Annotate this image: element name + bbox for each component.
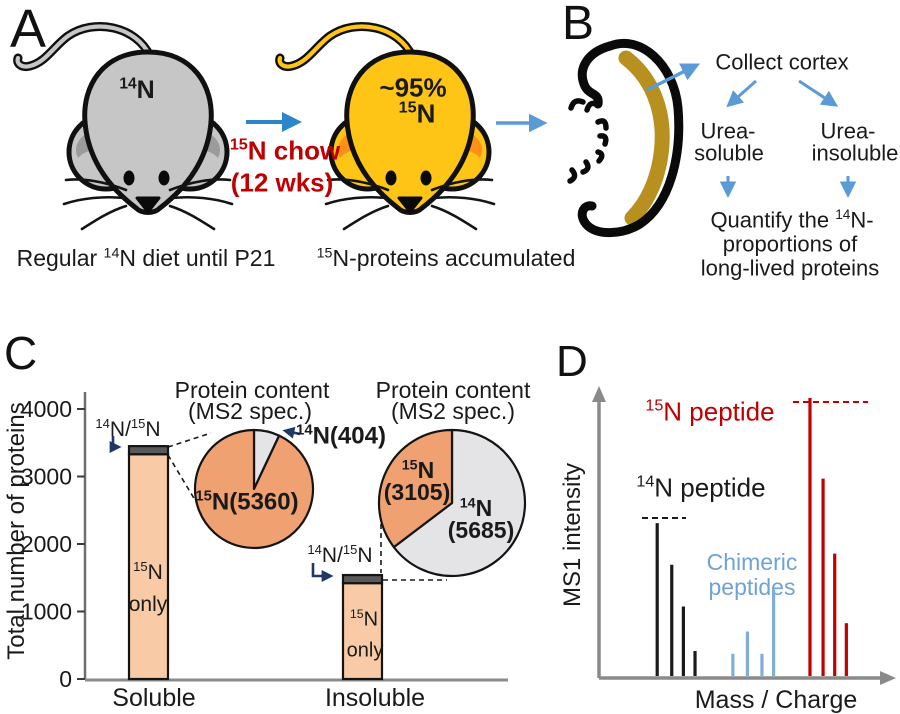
quantify-label-line2: proportions of [722, 231, 858, 257]
pie2-title-line2: (MS2 spec.) [391, 397, 515, 424]
y-tick-label: 4000 [21, 396, 72, 422]
ms-x-axis-arrowhead [880, 671, 896, 685]
pie1-14n-callout-label: 14N(404) [296, 422, 386, 450]
bar-segment-insoluble-14n-15n [341, 573, 384, 585]
yellow-mouse-isotope-label: 15N [398, 98, 436, 129]
ms-x-axis-label: Mass / Charge [694, 685, 858, 714]
pie1-callout-arrow [282, 426, 301, 439]
pie-soluble-slice-15n [193, 428, 315, 550]
ms-y-axis-arrowhead [592, 386, 606, 402]
soluble-bar-inner-label-1: 15N [133, 558, 163, 584]
collect-cortex-label: Collect cortex [715, 49, 849, 75]
chow-label-line1: 15N chow [229, 135, 341, 166]
panel-d-letter: D [556, 337, 588, 386]
brain-illustration [567, 38, 684, 238]
pie2-14n-label: 14N [459, 494, 493, 521]
flow-arrows [246, 63, 857, 198]
x-category-insoluble: Insoluble [324, 683, 426, 712]
panel-a-letter: A [10, 0, 47, 59]
bar-segment-insoluble-15n-only [341, 582, 384, 681]
cortex-band [618, 50, 670, 226]
insoluble-bar-inner-label-2: only [346, 639, 384, 662]
urea-soluble-label-line1: Urea- [700, 118, 756, 144]
brain-outline-curl [577, 41, 615, 109]
pie2-title-line1: Protein content [375, 376, 531, 403]
bar-chart-and-pies: 0 1000 2000 3000 4000 [21, 392, 527, 692]
pie1-title-line2: (MS2 spec.) [188, 397, 312, 424]
pie-callout-dashed-lines [167, 432, 447, 581]
caption-proteins-accumulated: 15N-proteins accumulated [316, 244, 576, 271]
chimeric-peptides-label-line1: Chimeric [706, 548, 798, 575]
soluble-dual-isotope-label: 14N/15N [95, 415, 161, 441]
pie2-14n-value: (5685) [447, 516, 515, 543]
bar-segment-soluble-15n-only [127, 453, 170, 681]
quantify-label-line3: long-lived proteins [700, 255, 880, 281]
14n-peptide-label: 14N peptide [636, 472, 766, 503]
ms-spectrum-plot [592, 386, 896, 685]
brain-folds [567, 98, 609, 184]
soluble-cap-pointer-arrow [109, 436, 122, 453]
insoluble-cap-pointer-arrow [311, 563, 334, 582]
x-category-soluble: Soluble [112, 683, 196, 712]
y-tick-label: 3000 [21, 464, 72, 490]
pie-insoluble-slice-15n [377, 428, 454, 549]
pie1-title-line1: Protein content [174, 376, 330, 403]
soluble-bar-inner-label-2: only [128, 592, 168, 616]
bar-segment-soluble-14n-15n [127, 445, 170, 456]
collect-to-insoluble-arrow [798, 79, 839, 107]
caption-regular-diet: Regular 14N diet until P21 [16, 244, 276, 271]
y-tick-label: 1000 [21, 599, 72, 625]
quantify-label-line1: Quantify the 14N- [710, 207, 874, 233]
pie1-15n-value-label: 15N(5360) [195, 488, 299, 516]
pie2-15n-label: 15N [401, 456, 435, 483]
insoluble-bar-inner-label-1: 15N [349, 606, 379, 631]
panel-c-letter: C [4, 327, 38, 379]
insoluble-dual-isotope-label: 14N/15N [307, 541, 373, 567]
brain-outline [577, 38, 684, 238]
chow-label-line2: (12 wks) [230, 167, 334, 198]
urea-soluble-label-line2: soluble [694, 140, 764, 166]
gray-mouse-isotope-label: 14N [119, 75, 155, 104]
yellow-mouse-percent-label: ~95% [379, 72, 447, 103]
collect-to-soluble-arrow [726, 79, 757, 108]
panel-b-letter: B [562, 0, 595, 50]
chimeric-peptides-label-line2: peptides [708, 573, 796, 600]
urea-insoluble-label-line2: insoluble [811, 140, 899, 166]
15n-peptide-label: 15N peptide [645, 396, 775, 427]
brain-to-collect-arrow [646, 63, 701, 92]
y-tick-label: 2000 [21, 531, 72, 557]
pie-insoluble-slice-14n [392, 428, 527, 578]
y-tick-label: 0 [59, 666, 72, 692]
urea-insoluble-label-line1: Urea- [820, 118, 876, 144]
pie2-15n-value: (3105) [383, 478, 451, 505]
